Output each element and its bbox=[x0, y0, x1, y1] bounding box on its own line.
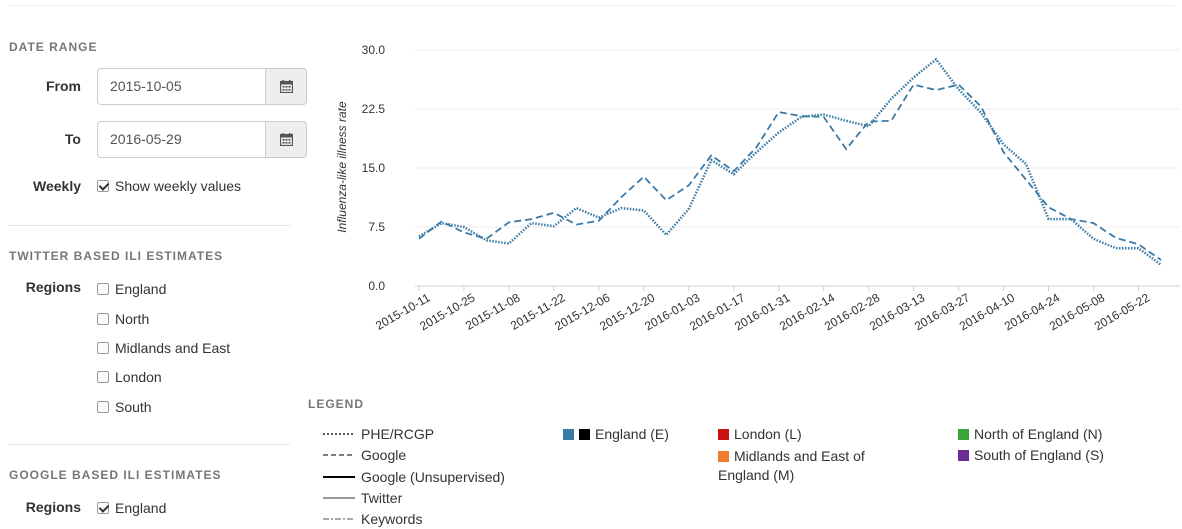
date-range-title: DATE RANGE bbox=[9, 40, 98, 54]
from-date-group: 2015-10-05 bbox=[97, 68, 307, 105]
y-tick-label: 30.0 bbox=[362, 43, 386, 57]
midlands-swatch bbox=[718, 451, 729, 462]
legend-london[interactable]: London (L) bbox=[718, 426, 802, 442]
y-tick-label: 22.5 bbox=[362, 102, 386, 116]
checkbox-box[interactable] bbox=[97, 283, 109, 295]
legend-keywords: Keywords bbox=[323, 511, 422, 527]
england-blue-swatch bbox=[563, 428, 574, 440]
from-calendar-button[interactable] bbox=[265, 68, 307, 105]
checkbox-box[interactable] bbox=[97, 342, 109, 354]
legend-england-label: England (E) bbox=[595, 426, 669, 442]
legend-google-unsupervised: Google (Unsupervised) bbox=[323, 469, 505, 485]
legend-twitter: Twitter bbox=[323, 490, 402, 506]
y-tick-label: 0.0 bbox=[368, 279, 385, 293]
ili-line-chart: 0.0 7.5 15.0 22.5 30.0 2015-10-112015-10-252… bbox=[335, 43, 1180, 333]
legend-england[interactable]: England (E) bbox=[563, 426, 669, 442]
twitter-section-title: TWITTER BASED ILI ESTIMATES bbox=[9, 249, 224, 263]
twitter-region-south-label: South bbox=[115, 399, 152, 415]
x-axis-ticks: 2015-10-112015-10-252015-11-082015-11-22… bbox=[373, 286, 1152, 333]
from-date-input[interactable]: 2015-10-05 bbox=[97, 68, 265, 105]
section-divider bbox=[8, 444, 290, 445]
twitter-region-north-label: North bbox=[115, 311, 150, 327]
weekly-checkbox[interactable]: Show weekly values bbox=[97, 178, 241, 194]
chart-grid bbox=[415, 49, 1180, 287]
twitter-region-england-label: England bbox=[115, 281, 167, 297]
legend-south-label: South of England (S) bbox=[974, 447, 1104, 463]
twitter-region-england[interactable]: England bbox=[97, 281, 166, 297]
legend-phe-rcgp: PHE/RCGP bbox=[323, 426, 434, 442]
to-label: To bbox=[64, 131, 81, 147]
dashed-line-icon bbox=[323, 454, 355, 456]
checkbox-box[interactable] bbox=[97, 502, 109, 514]
section-divider bbox=[8, 225, 290, 226]
legend-north[interactable]: North of England (N) bbox=[958, 426, 1102, 442]
legend-north-label: North of England (N) bbox=[974, 426, 1103, 442]
legend-google-label: Google bbox=[361, 447, 407, 463]
y-tick-label: 7.5 bbox=[368, 220, 385, 234]
england-black-swatch bbox=[579, 428, 590, 440]
legend-twitter-label: Twitter bbox=[361, 490, 403, 506]
to-date-group: 2016-05-29 bbox=[97, 121, 307, 158]
series-line-google bbox=[418, 83, 1162, 261]
series-line-phe-rcgp bbox=[418, 57, 1162, 266]
dash-dot-line-icon bbox=[323, 518, 355, 520]
top-divider bbox=[8, 5, 1174, 6]
south-swatch bbox=[958, 449, 969, 461]
legend-google: Google bbox=[323, 447, 406, 463]
google-section-title: GOOGLE BASED ILI ESTIMATES bbox=[9, 468, 222, 482]
legend-title: LEGEND bbox=[308, 397, 365, 411]
twitter-regions-label: Regions bbox=[25, 279, 81, 295]
legend-midlands-text: Midlands and East of England (M) bbox=[718, 447, 918, 485]
checkbox-box[interactable] bbox=[97, 313, 109, 325]
weekly-checkbox-label: Show weekly values bbox=[115, 178, 242, 194]
y-axis-title: Influenza-like illness rate bbox=[335, 101, 349, 233]
legend-keywords-label: Keywords bbox=[361, 511, 423, 527]
north-swatch bbox=[958, 428, 969, 440]
checkbox-box[interactable] bbox=[97, 401, 109, 413]
dotted-line-icon bbox=[323, 433, 355, 435]
calendar-icon bbox=[279, 133, 293, 146]
chart-series bbox=[418, 57, 1162, 266]
legend-midlands[interactable]: Midlands and East of England (M) bbox=[718, 447, 918, 485]
legend-london-label: London (L) bbox=[734, 426, 802, 442]
twitter-region-south[interactable]: South bbox=[97, 399, 152, 415]
twitter-region-midlands-label: Midlands and East bbox=[115, 340, 231, 356]
y-axis-ticks: 0.0 7.5 15.0 22.5 30.0 bbox=[362, 43, 386, 293]
twitter-region-london[interactable]: London bbox=[97, 369, 162, 385]
google-region-england[interactable]: England bbox=[97, 500, 166, 516]
london-swatch bbox=[718, 428, 729, 440]
weekly-label: Weekly bbox=[33, 178, 81, 194]
legend-phe-rcgp-label: PHE/RCGP bbox=[361, 426, 435, 442]
from-label: From bbox=[46, 78, 81, 94]
to-calendar-button[interactable] bbox=[265, 121, 307, 158]
twitter-region-north[interactable]: North bbox=[97, 311, 149, 327]
google-region-england-label: England bbox=[115, 500, 167, 516]
twitter-region-midlands[interactable]: Midlands and East bbox=[97, 340, 230, 356]
weekly-checkbox-box[interactable] bbox=[97, 180, 109, 192]
solid-line-icon bbox=[323, 476, 355, 478]
legend-midlands-label: Midlands and East of England (M) bbox=[718, 448, 865, 483]
legend-south[interactable]: South of England (S) bbox=[958, 447, 1104, 463]
to-date-input[interactable]: 2016-05-29 bbox=[97, 121, 265, 158]
checkbox-box[interactable] bbox=[97, 371, 109, 383]
calendar-icon bbox=[279, 80, 293, 93]
legend-google-unsupervised-label: Google (Unsupervised) bbox=[361, 469, 505, 485]
twitter-region-london-label: London bbox=[115, 369, 162, 385]
google-regions-label: Regions bbox=[25, 499, 81, 515]
y-tick-label: 15.0 bbox=[362, 161, 386, 175]
thin-line-icon bbox=[323, 497, 355, 499]
